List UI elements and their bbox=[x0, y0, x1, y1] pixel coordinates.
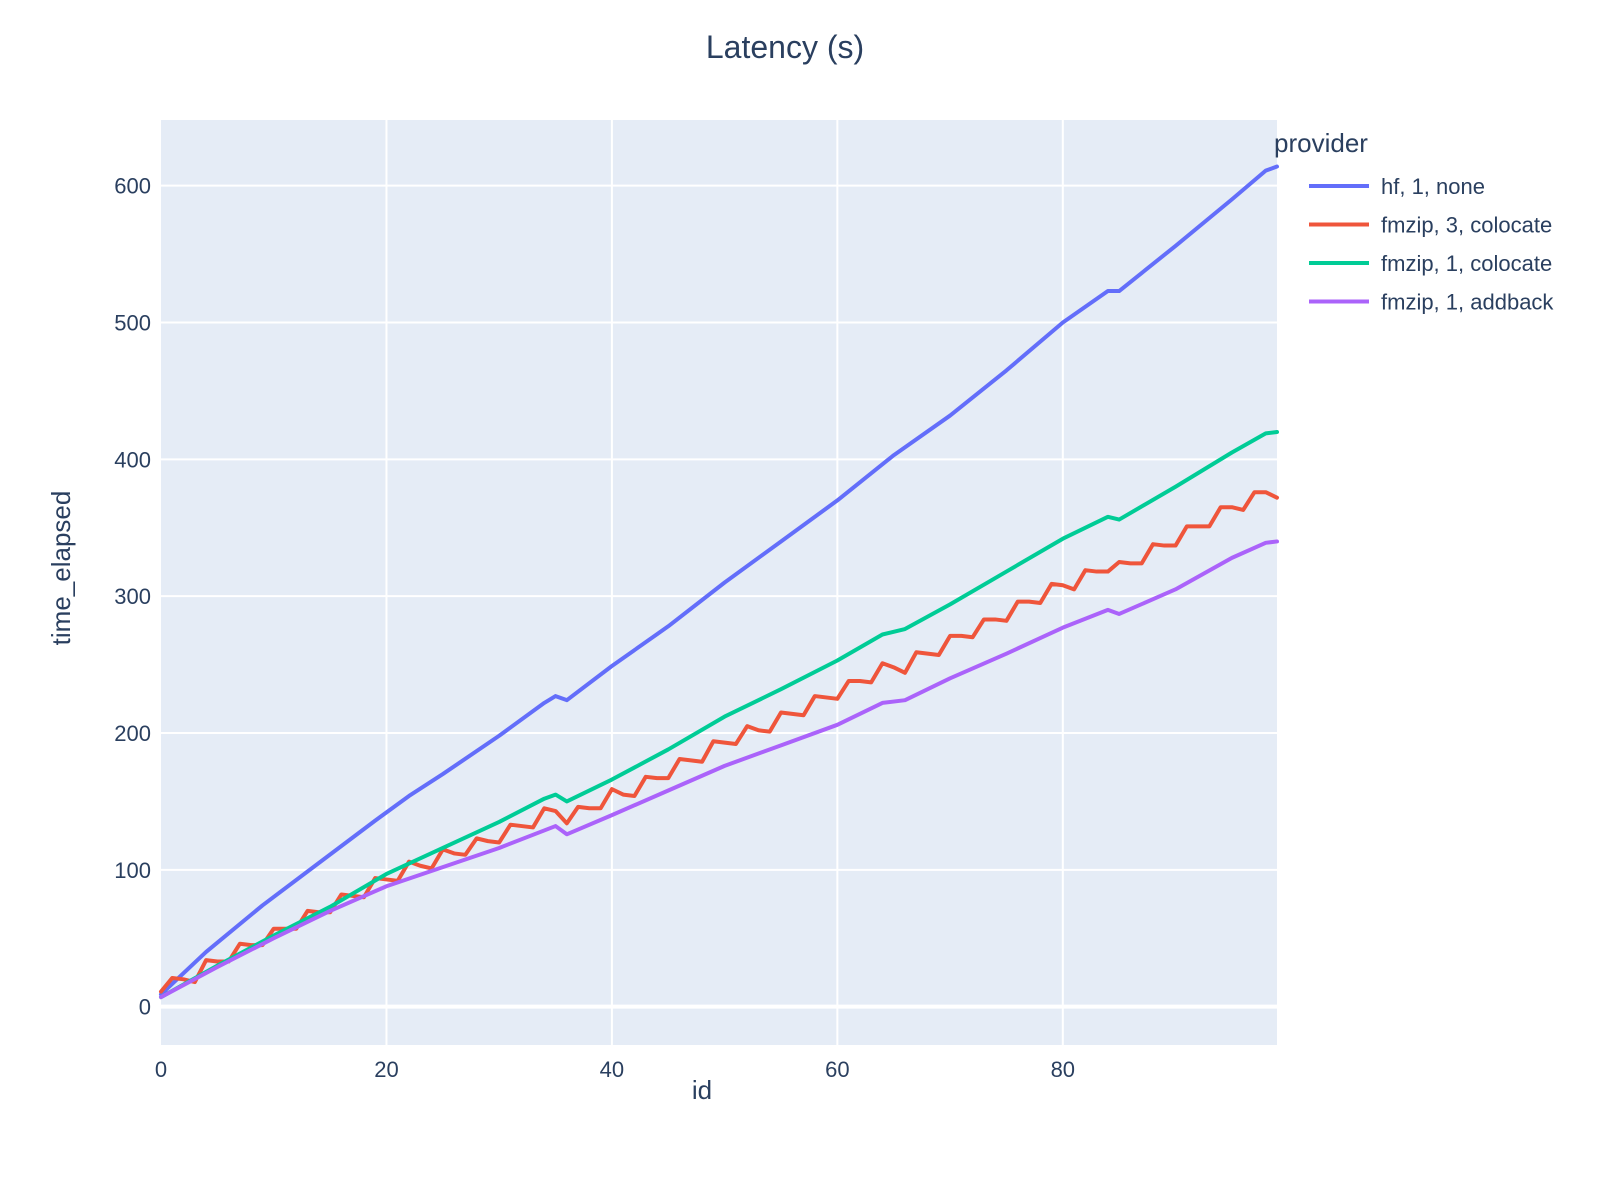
legend-label: hf, 1, none bbox=[1381, 174, 1485, 199]
legend-items: hf, 1, none fmzip, 3, colocate fmzip, 1, c… bbox=[1309, 174, 1554, 315]
y-tick-label: 500 bbox=[114, 311, 151, 336]
legend-item: fmzip, 1, addback bbox=[1309, 290, 1554, 315]
gridlines bbox=[161, 120, 1277, 1045]
tick-labels: 0 20 40 60 80 0 100 200 300 400 500 600 bbox=[114, 174, 1075, 1082]
y-tick-label: 100 bbox=[114, 858, 151, 883]
series-line-4 bbox=[159, 539, 1279, 1000]
legend-item: hf, 1, none bbox=[1309, 174, 1485, 199]
x-tick-label: 20 bbox=[374, 1057, 398, 1082]
x-axis-title: id bbox=[692, 1075, 712, 1105]
legend-label: fmzip, 1, addback bbox=[1381, 290, 1554, 315]
legend-label: fmzip, 1, colocate bbox=[1381, 251, 1552, 276]
legend-item: fmzip, 1, colocate bbox=[1309, 251, 1552, 276]
x-tick-label: 40 bbox=[600, 1057, 624, 1082]
chart-title: Latency (s) bbox=[706, 29, 864, 65]
legend-item: fmzip, 3, colocate bbox=[1309, 213, 1552, 238]
series-line-3 bbox=[159, 429, 1279, 1000]
y-tick-label: 300 bbox=[114, 584, 151, 609]
series-line-1 bbox=[159, 164, 1279, 997]
y-axis-title: time_elapsed bbox=[46, 491, 76, 646]
legend-title: provider bbox=[1274, 128, 1368, 158]
legend: provider hf, 1, none fmzip, 3, colocate fm… bbox=[1274, 128, 1554, 315]
y-tick-label: 400 bbox=[114, 447, 151, 472]
x-tick-label: 80 bbox=[1051, 1057, 1075, 1082]
y-tick-label: 200 bbox=[114, 721, 151, 746]
y-tick-label: 600 bbox=[114, 174, 151, 199]
x-tick-label: 60 bbox=[825, 1057, 849, 1082]
series-lines bbox=[159, 164, 1279, 1000]
plot-area bbox=[161, 120, 1277, 1045]
legend-label: fmzip, 3, colocate bbox=[1381, 213, 1552, 238]
y-tick-label: 0 bbox=[139, 995, 151, 1020]
x-tick-label: 0 bbox=[155, 1057, 167, 1082]
